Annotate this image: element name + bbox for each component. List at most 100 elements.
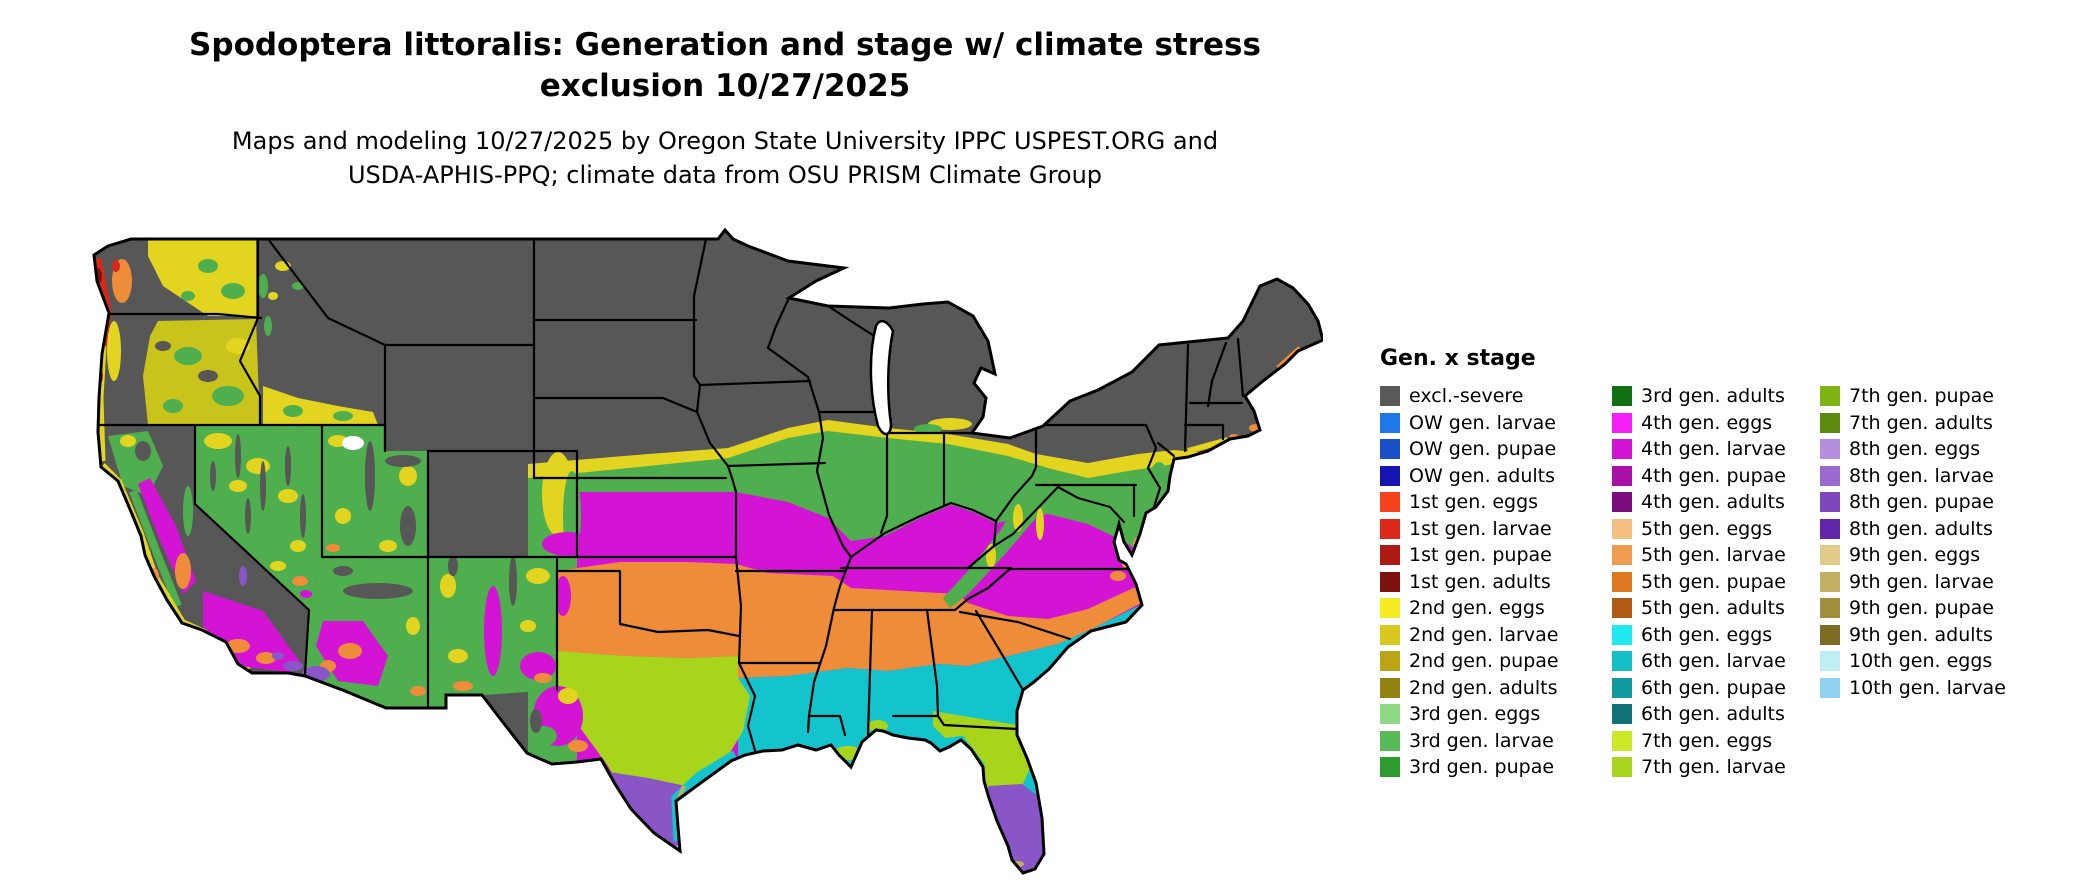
legend-swatch	[1820, 571, 1840, 592]
legend-swatch	[1380, 730, 1400, 751]
legend-item: 5th gen. larvae	[1612, 542, 1820, 569]
legend-swatch	[1380, 677, 1400, 698]
legend-label: 2nd gen. adults	[1409, 676, 1558, 699]
legend-swatch	[1380, 704, 1400, 725]
map-title-line2: exclusion 10/27/2025	[539, 68, 911, 104]
legend-swatch	[1380, 518, 1400, 539]
legend-swatch	[1820, 651, 1840, 672]
legend-swatch	[1612, 386, 1632, 407]
legend-swatch	[1612, 545, 1632, 566]
legend-item: 5th gen. adults	[1612, 595, 1820, 622]
legend-item: OW gen. adults	[1380, 463, 1612, 490]
legend-label: 7th gen. larvae	[1641, 756, 1786, 779]
legend-label: 5th gen. larvae	[1641, 544, 1786, 567]
legend-label: 2nd gen. pupae	[1409, 650, 1559, 673]
legend-columns: excl.-severe OW gen. larvae OW gen. pupae O…	[1380, 383, 2006, 781]
legend-swatch	[1820, 518, 1840, 539]
legend-swatch	[1820, 386, 1840, 407]
legend-item: 6th gen. pupae	[1612, 675, 1820, 702]
legend-item: 9th gen. adults	[1820, 622, 2006, 649]
legend-swatch	[1612, 598, 1632, 619]
legend-swatch	[1820, 624, 1840, 645]
legend-item: 6th gen. larvae	[1612, 648, 1820, 675]
legend-item: 6th gen. eggs	[1612, 622, 1820, 649]
legend-label: 9th gen. eggs	[1849, 544, 1981, 567]
us-map	[92, 227, 1325, 875]
legend-item: 10th gen. larvae	[1820, 675, 2006, 702]
legend-label: 9th gen. pupae	[1849, 597, 1994, 620]
legend-swatch	[1820, 439, 1840, 460]
map-title: Spodoptera littoralis: Generation and st…	[0, 25, 1450, 107]
legend-label: 3rd gen. eggs	[1409, 703, 1541, 726]
legend-label: 6th gen. pupae	[1641, 676, 1786, 699]
legend-swatch	[1820, 412, 1840, 433]
legend-item: 7th gen. adults	[1820, 410, 2006, 437]
legend-swatch	[1380, 651, 1400, 672]
legend-label: 1st gen. adults	[1409, 570, 1551, 593]
legend-swatch	[1820, 492, 1840, 513]
legend-item: 8th gen. eggs	[1820, 436, 2006, 463]
legend-swatch	[1380, 386, 1400, 407]
legend-item: 3rd gen. adults	[1612, 383, 1820, 410]
legend-item: 8th gen. pupae	[1820, 489, 2006, 516]
map-subtitle: Maps and modeling 10/27/2025 by Oregon S…	[0, 124, 1450, 192]
legend-label: 7th gen. adults	[1849, 411, 1993, 434]
legend-item: excl.-severe	[1380, 383, 1612, 410]
legend-label: excl.-severe	[1409, 385, 1524, 408]
legend-swatch	[1612, 518, 1632, 539]
legend-swatch	[1612, 439, 1632, 460]
map-title-line1: Spodoptera littoralis: Generation and st…	[189, 27, 1261, 63]
map-subtitle-line2: USDA-APHIS-PPQ; climate data from OSU PR…	[347, 161, 1103, 189]
legend-swatch	[1380, 492, 1400, 513]
legend-item: 4th gen. pupae	[1612, 463, 1820, 490]
legend-label: 6th gen. larvae	[1641, 650, 1786, 673]
legend-label: OW gen. larvae	[1409, 411, 1556, 434]
legend-item: 9th gen. larvae	[1820, 569, 2006, 596]
map-subtitle-line1: Maps and modeling 10/27/2025 by Oregon S…	[231, 127, 1219, 155]
us-outline	[92, 227, 1325, 875]
legend-label: 3rd gen. adults	[1641, 385, 1785, 408]
legend-item: OW gen. pupae	[1380, 436, 1612, 463]
legend-swatch	[1380, 465, 1400, 486]
legend-swatch	[1380, 412, 1400, 433]
legend-swatch	[1612, 492, 1632, 513]
legend-item: 10th gen. eggs	[1820, 648, 2006, 675]
legend-swatch	[1820, 598, 1840, 619]
legend-label: 5th gen. eggs	[1641, 517, 1773, 540]
legend-item: 7th gen. pupae	[1820, 383, 2006, 410]
legend-label: 2nd gen. eggs	[1409, 597, 1545, 620]
legend-item: 9th gen. eggs	[1820, 542, 2006, 569]
legend-item: 4th gen. eggs	[1612, 410, 1820, 437]
legend-item: 2nd gen. larvae	[1380, 622, 1612, 649]
legend-item: 2nd gen. pupae	[1380, 648, 1612, 675]
legend-swatch	[1380, 571, 1400, 592]
legend-item: 7th gen. eggs	[1612, 728, 1820, 755]
legend-label: 3rd gen. pupae	[1409, 756, 1555, 779]
legend-label: 8th gen. pupae	[1849, 491, 1994, 514]
legend-label: 8th gen. adults	[1849, 517, 1993, 540]
legend-label: 4th gen. adults	[1641, 491, 1785, 514]
legend-swatch	[1612, 651, 1632, 672]
legend-column: 3rd gen. adults 4th gen. eggs 4th gen. lar…	[1612, 383, 1820, 781]
lake-michigan	[869, 319, 895, 436]
legend-label: 1st gen. pupae	[1409, 544, 1552, 567]
legend-label: 7th gen. eggs	[1641, 729, 1773, 752]
legend-label: 1st gen. larvae	[1409, 517, 1552, 540]
legend-item: 4th gen. larvae	[1612, 436, 1820, 463]
legend-item: 3rd gen. larvae	[1380, 728, 1612, 755]
legend-item: 8th gen. larvae	[1820, 463, 2006, 490]
legend-item: 1st gen. eggs	[1380, 489, 1612, 516]
legend-item: 3rd gen. pupae	[1380, 754, 1612, 781]
legend-swatch	[1612, 465, 1632, 486]
legend-item: 2nd gen. eggs	[1380, 595, 1612, 622]
legend-swatch	[1612, 624, 1632, 645]
legend-label: 8th gen. larvae	[1849, 464, 1994, 487]
legend-item: 1st gen. larvae	[1380, 516, 1612, 543]
legend-label: 3rd gen. larvae	[1409, 729, 1554, 752]
legend-swatch	[1612, 757, 1632, 778]
legend-label: 10th gen. eggs	[1849, 650, 1993, 673]
legend-item: 6th gen. adults	[1612, 701, 1820, 728]
legend-label: 5th gen. pupae	[1641, 570, 1786, 593]
legend-label: OW gen. adults	[1409, 464, 1556, 487]
